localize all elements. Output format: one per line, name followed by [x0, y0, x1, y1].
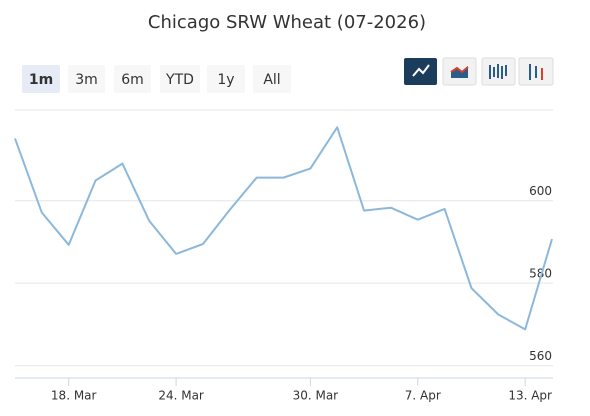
range-button-label[interactable]: All: [263, 72, 280, 88]
x-tick-label: 18. Mar: [51, 389, 97, 403]
range-button-label[interactable]: 3m: [75, 72, 98, 88]
y-tick-label: 600: [529, 184, 552, 198]
range-button[interactable]: [68, 65, 105, 93]
y-tick-label: 580: [529, 267, 552, 281]
ohlc-icon-glyph: [489, 64, 507, 79]
area-icon-line: [450, 66, 469, 74]
price-line: [14, 126, 553, 331]
x-tick-label: 30. Mar: [293, 389, 339, 403]
range-button[interactable]: [114, 65, 151, 93]
range-button-label[interactable]: 1y: [217, 72, 234, 88]
range-button[interactable]: [22, 65, 60, 93]
y-tick-label: 560: [529, 349, 552, 363]
x-tick-label: 13. Apr: [508, 389, 552, 403]
x-tick-label: 7. Apr: [405, 389, 441, 403]
chart-title: Chicago SRW Wheat (07-2026): [148, 12, 426, 33]
range-button-label[interactable]: 6m: [121, 72, 144, 88]
x-tick-label: 24. Mar: [158, 389, 204, 403]
candle-icon-glyph: [529, 64, 537, 80]
line-icon-glyph: [412, 64, 430, 77]
range-button-label[interactable]: YTD: [165, 72, 194, 88]
chart-type-icons: [404, 57, 554, 86]
range-button[interactable]: [207, 65, 245, 93]
range-button-label[interactable]: 1m: [29, 72, 53, 88]
range-button[interactable]: [160, 65, 200, 93]
range-button[interactable]: [253, 65, 291, 93]
